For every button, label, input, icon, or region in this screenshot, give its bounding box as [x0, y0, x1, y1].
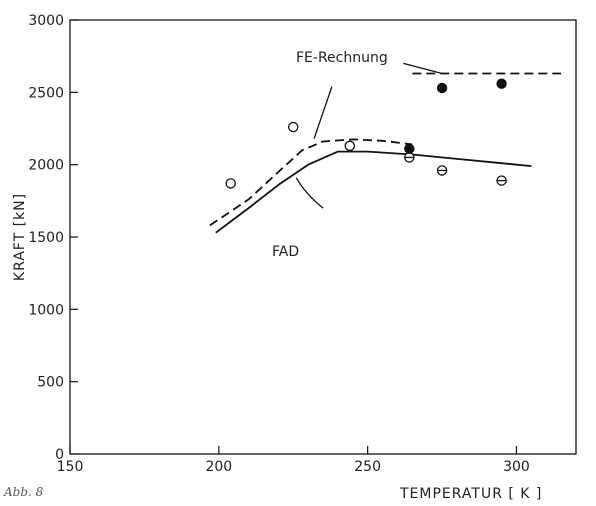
y-tick-label: 1000 — [28, 302, 64, 318]
figure-caption: Abb. 8 — [3, 485, 44, 499]
half-point — [496, 175, 507, 186]
filled-point — [436, 82, 448, 94]
annotation-fad: FAD — [272, 244, 299, 260]
open-point — [287, 121, 299, 133]
open-point — [225, 178, 236, 189]
series-layer — [209, 72, 562, 234]
annotations-layer: FE-Rechnung FAD — [272, 50, 443, 260]
leader-line — [295, 177, 324, 209]
leader-line — [313, 86, 333, 139]
series-line-1 — [209, 138, 413, 227]
open-point — [344, 140, 356, 152]
x-tick-label: 250 — [354, 459, 381, 475]
x-tick-label: 300 — [503, 459, 530, 475]
leader-line — [403, 62, 443, 75]
filled-point — [496, 78, 507, 89]
y-tick-label: 1500 — [28, 230, 64, 246]
series-line-0 — [215, 150, 532, 234]
annotation-fe-rechnung: FE-Rechnung — [296, 50, 388, 66]
filled-point — [404, 143, 415, 154]
y-axis-title: KRAFT [kN] — [12, 193, 28, 281]
x-tick-label: 200 — [205, 459, 232, 475]
y-tick-label: 0 — [55, 447, 64, 463]
y-tick-label: 2000 — [28, 158, 64, 174]
y-tick-label: 3000 — [28, 13, 64, 29]
y-tick-label: 500 — [37, 375, 64, 391]
points-layer — [225, 78, 507, 189]
x-tick-label: 150 — [57, 459, 84, 475]
x-axis-title: TEMPERATUR [ K ] — [399, 486, 542, 502]
half-point — [436, 165, 448, 176]
half-point — [404, 152, 415, 163]
y-tick-label: 2500 — [28, 85, 64, 101]
